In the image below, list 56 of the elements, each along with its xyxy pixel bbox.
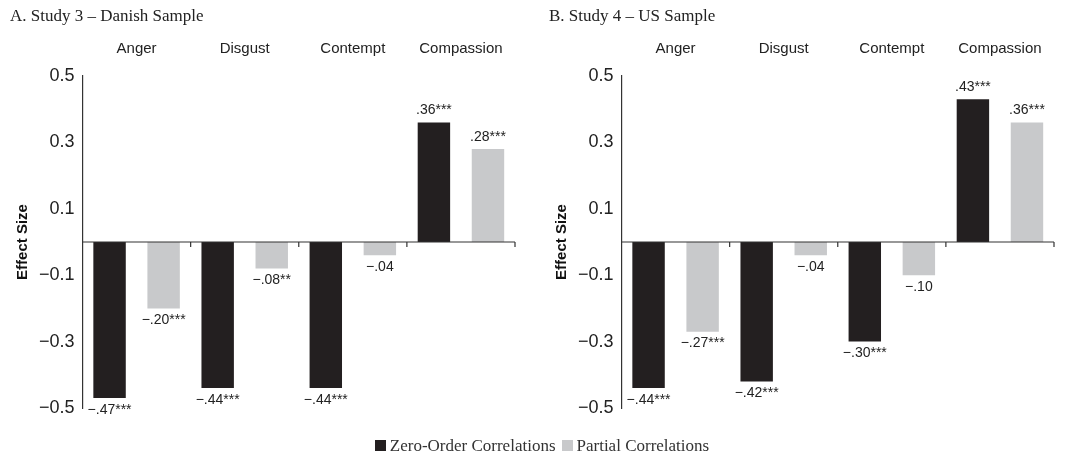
chart-title: A. Study 3 – Danish Sample bbox=[9, 5, 205, 27]
x-tick-label: Contempt bbox=[320, 39, 387, 57]
x-tick-label: Disgust bbox=[219, 39, 271, 57]
x-tick-label: Disgust bbox=[758, 39, 810, 57]
bar bbox=[417, 122, 451, 242]
bar bbox=[902, 242, 936, 276]
y-tick-label: 0.5 bbox=[49, 64, 75, 85]
data-label: −.42*** bbox=[734, 384, 780, 401]
y-tick-label: −0.5 bbox=[577, 396, 614, 417]
y-tick-label: 0.3 bbox=[588, 131, 614, 152]
bar bbox=[632, 242, 665, 389]
bar bbox=[147, 242, 180, 309]
bar bbox=[686, 242, 719, 332]
data-label: −.27*** bbox=[680, 334, 726, 351]
bar bbox=[956, 99, 990, 242]
data-label: .36*** bbox=[416, 101, 453, 118]
y-tick-label: −0.3 bbox=[577, 330, 614, 351]
y-tick-label: −0.3 bbox=[38, 330, 75, 351]
x-tick-label: Anger bbox=[655, 39, 696, 57]
data-label: −.04 bbox=[796, 258, 825, 275]
data-label: −.20*** bbox=[141, 311, 187, 328]
bar bbox=[740, 242, 773, 382]
data-label: −.04 bbox=[366, 258, 394, 275]
bar bbox=[848, 242, 882, 342]
y-tick-label: −0.1 bbox=[38, 264, 75, 285]
x-tick-label: Contempt bbox=[859, 39, 926, 57]
legend-label: Partial Correlations bbox=[576, 436, 710, 455]
y-tick-label: 0.1 bbox=[588, 197, 614, 218]
data-label: .28*** bbox=[470, 127, 507, 144]
data-label: .36*** bbox=[1009, 101, 1046, 118]
data-label: −.08** bbox=[252, 271, 292, 288]
data-label: −.30*** bbox=[842, 344, 888, 361]
data-label: −.47*** bbox=[87, 400, 133, 417]
y-tick-label: 0.1 bbox=[49, 197, 75, 218]
data-label: −.44*** bbox=[303, 390, 349, 407]
y-axis-title: Effect Size bbox=[13, 204, 31, 280]
bar bbox=[201, 242, 234, 389]
x-tick-label: Compassion bbox=[958, 39, 1042, 57]
y-tick-label: 0.3 bbox=[49, 131, 75, 152]
bar bbox=[309, 242, 343, 389]
data-label: −.44*** bbox=[195, 390, 241, 407]
bar bbox=[471, 149, 505, 242]
x-tick-label: Compassion bbox=[419, 39, 503, 57]
data-label: −.10 bbox=[905, 278, 933, 295]
bar bbox=[255, 242, 288, 269]
data-label: .43*** bbox=[955, 78, 992, 95]
legend-label: Zero-Order Correlations bbox=[389, 436, 556, 455]
y-tick-label: 0.5 bbox=[588, 64, 614, 85]
y-tick-label: −0.1 bbox=[577, 264, 614, 285]
chart-title: B. Study 4 – US Sample bbox=[548, 5, 717, 27]
x-tick-label: Anger bbox=[116, 39, 157, 57]
data-label: −.44*** bbox=[626, 390, 672, 407]
y-tick-label: −0.5 bbox=[38, 396, 75, 417]
bar bbox=[1010, 122, 1044, 242]
bar bbox=[93, 242, 126, 399]
y-axis-title: Effect Size bbox=[552, 204, 570, 280]
